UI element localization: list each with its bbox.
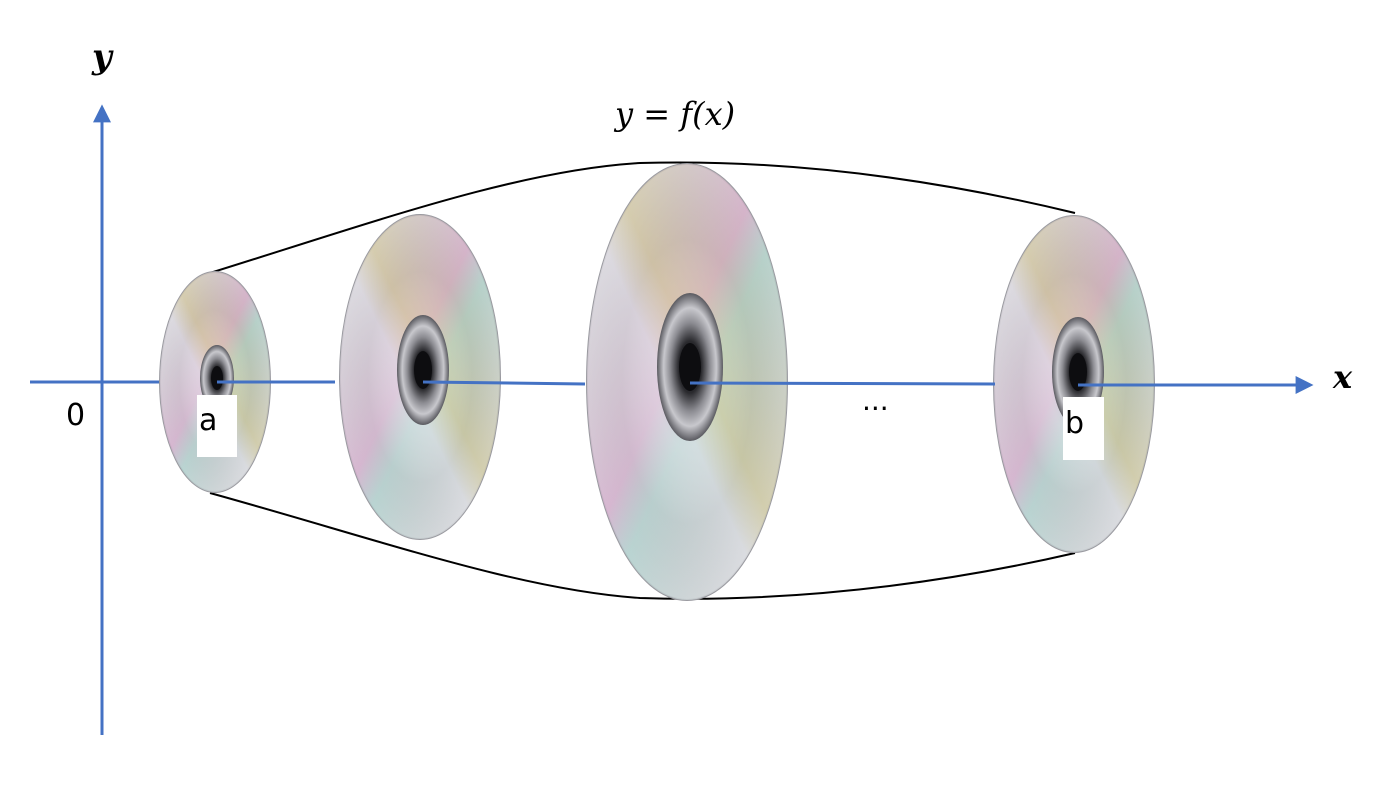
x-axis-segment-2 bbox=[422, 380, 586, 386]
curve-lower bbox=[209, 492, 1076, 600]
point-a-label: a bbox=[199, 403, 217, 438]
x-axis-label: x bbox=[1332, 358, 1353, 396]
y-axis-label: y bbox=[91, 37, 114, 77]
curve-upper bbox=[209, 161, 1076, 274]
point-b-label: b bbox=[1065, 406, 1084, 441]
label-b-box bbox=[1063, 397, 1104, 460]
disc-2 bbox=[339, 214, 501, 540]
label-a-box bbox=[197, 395, 237, 457]
disc-3 bbox=[586, 163, 788, 601]
disc-1 bbox=[159, 271, 271, 493]
x-axis-segment-3 bbox=[689, 381, 996, 386]
ellipsis-label: ... bbox=[862, 384, 889, 417]
origin-label: 0 bbox=[66, 398, 85, 433]
curve-label: y = f(x) bbox=[613, 95, 735, 133]
